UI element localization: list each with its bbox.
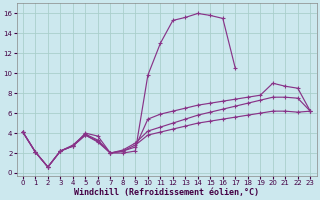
X-axis label: Windchill (Refroidissement éolien,°C): Windchill (Refroidissement éolien,°C) xyxy=(74,188,259,197)
